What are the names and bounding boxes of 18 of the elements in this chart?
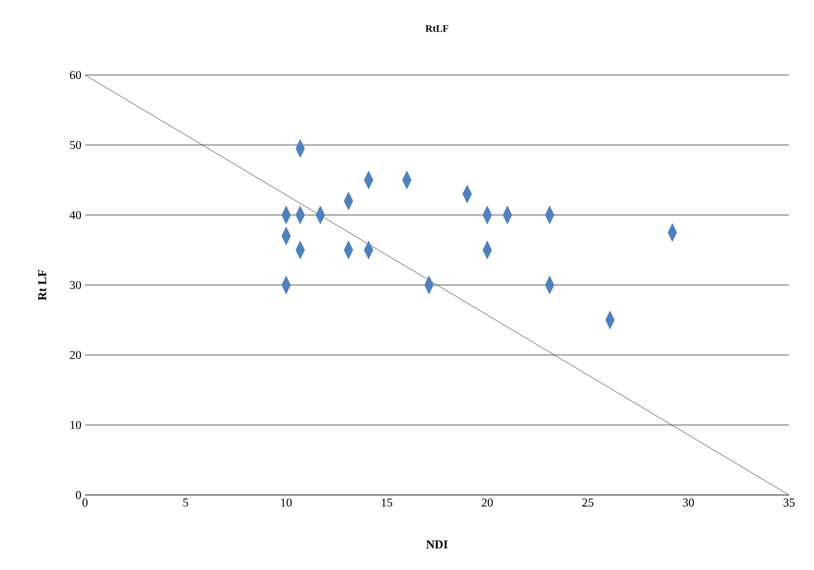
y-tick-label: 0	[76, 490, 82, 500]
y-axis-title: Rt LF	[38, 270, 46, 300]
x-tick-label: 35	[784, 498, 795, 507]
y-tick-label: 40	[70, 210, 82, 220]
y-tick-label: 60	[70, 70, 82, 80]
x-tick-label: 20	[482, 498, 493, 507]
x-axis-title: NDI	[426, 540, 448, 548]
y-tick-label: 30	[70, 280, 82, 290]
chart-title: RtLF	[426, 25, 448, 32]
x-tick-label: 5	[183, 498, 188, 506]
x-tick-label: 10	[281, 498, 292, 507]
y-tick-label: 50	[70, 140, 82, 150]
y-tick-label: 20	[70, 350, 82, 360]
x-tick-label: 15	[382, 498, 392, 507]
y-tick-label: 10	[70, 420, 82, 430]
x-tick-label: 25	[582, 498, 594, 507]
x-tick-label: 0	[82, 498, 88, 507]
x-tick-label: 30	[683, 498, 694, 507]
